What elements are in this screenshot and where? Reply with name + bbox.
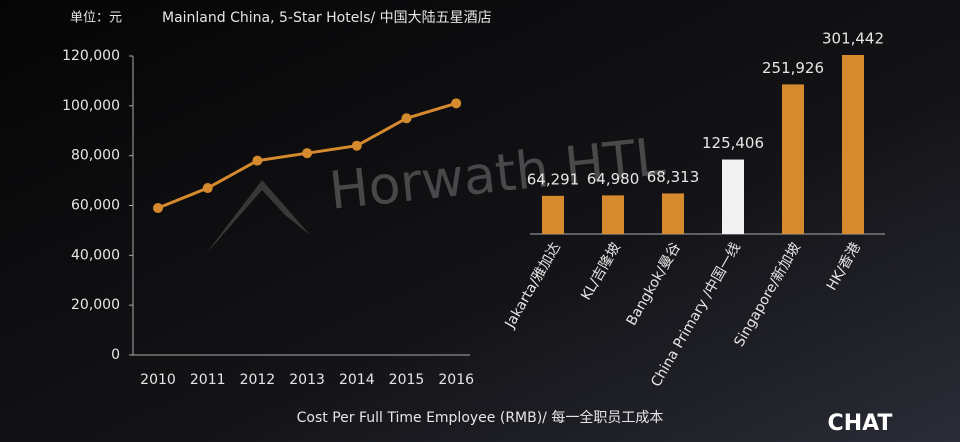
- value-label: 64,291: [527, 170, 580, 188]
- y-tick-label: 60,000: [71, 198, 120, 214]
- bar: [722, 159, 744, 234]
- value-label: 301,442: [822, 30, 884, 48]
- y-tick-label: 100,000: [62, 98, 120, 114]
- bar: [842, 55, 864, 234]
- x-tick-label: 2013: [289, 372, 325, 388]
- point: [351, 140, 362, 151]
- y-axis-unit: 单位：元: [70, 11, 122, 26]
- point: [252, 155, 263, 166]
- x-tick-label: 2015: [389, 372, 425, 388]
- y-tick-label: 0: [111, 347, 120, 363]
- x-tick-label: 2012: [240, 372, 276, 388]
- bar: [602, 195, 624, 234]
- x-tick-label: 2010: [140, 372, 176, 388]
- value-label: 251,926: [762, 59, 824, 77]
- x-tick-label: 2011: [190, 372, 226, 388]
- x-tick-label: 2014: [339, 372, 375, 388]
- point: [451, 98, 462, 109]
- y-tick-label: 80,000: [71, 148, 120, 164]
- value-label: 68,313: [647, 168, 700, 186]
- y-tick-label: 120,000: [62, 48, 120, 64]
- logo: CHAT: [828, 411, 893, 436]
- bar: [662, 193, 684, 234]
- point: [202, 183, 213, 194]
- chart-title: Mainland China, 5-Star Hotels/ 中国大陆五星酒店: [162, 10, 492, 26]
- caption: Cost Per Full Time Employee (RMB)/ 每一全职员…: [297, 409, 664, 426]
- value-label: 64,980: [587, 170, 640, 188]
- y-tick-label: 40,000: [71, 247, 120, 263]
- point: [302, 148, 313, 159]
- point: [401, 113, 412, 124]
- x-tick-label: 2016: [438, 372, 474, 388]
- y-tick-label: 20,000: [71, 297, 120, 313]
- value-label: 125,406: [702, 134, 764, 152]
- bar: [782, 84, 804, 234]
- point: [153, 202, 163, 213]
- bar: [542, 195, 564, 234]
- watermark-logo: [205, 180, 310, 255]
